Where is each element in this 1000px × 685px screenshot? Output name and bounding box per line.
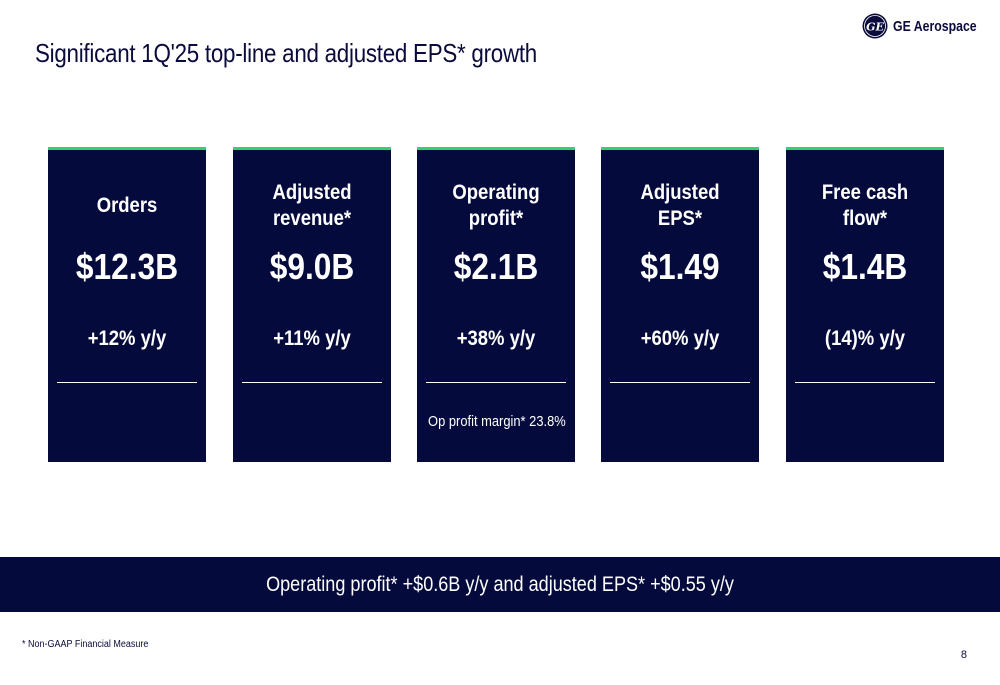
kpi-change: +60% y/y [640, 327, 720, 350]
brand-name: GE Aerospace [893, 17, 977, 35]
kpi-divider [242, 382, 382, 383]
ge-aerospace-logo: GE GE Aerospace [862, 13, 995, 39]
kpi-card-free-cash-flow: Free cash flow* $1.4B (14)% y/y [786, 147, 944, 462]
ge-monogram-icon: GE [862, 13, 888, 39]
summary-banner: Operating profit* +$0.6B y/y and adjuste… [0, 557, 1000, 612]
kpi-change: (14)% y/y [824, 327, 906, 350]
footnote: * Non-GAAP Financial Measure [22, 639, 149, 650]
kpi-divider [795, 382, 935, 383]
kpi-card-operating-profit: Operating profit* $2.1B +38% y/y Op prof… [417, 147, 575, 462]
kpi-value: $1.49 [640, 246, 720, 287]
kpi-label: Free cash flow* [821, 181, 909, 230]
kpi-value: $12.3B [75, 246, 179, 287]
kpi-divider [610, 382, 750, 383]
kpi-label: Adjusted revenue* [272, 181, 352, 230]
kpi-value: $9.0B [269, 246, 355, 287]
kpi-divider [426, 382, 566, 383]
svg-text:GE: GE [866, 21, 884, 34]
summary-banner-text: Operating profit* +$0.6B y/y and adjuste… [266, 572, 734, 596]
kpi-value: $2.1B [453, 246, 539, 287]
kpi-change: +12% y/y [87, 327, 167, 350]
kpi-change: +11% y/y [273, 327, 351, 350]
kpi-divider [57, 382, 197, 383]
page-number: 8 [960, 649, 967, 661]
kpi-label: Orders [96, 194, 158, 217]
kpi-card-adjusted-revenue: Adjusted revenue* $9.0B +11% y/y [233, 147, 391, 462]
kpi-card-adjusted-eps: Adjusted EPS* $1.49 +60% y/y [601, 147, 759, 462]
kpi-change: +38% y/y [456, 327, 536, 350]
kpi-card-orders: Orders $12.3B +12% y/y [48, 147, 206, 462]
kpi-value: $1.4B [822, 246, 908, 287]
kpi-note: Op profit margin* 23.8% [428, 413, 566, 430]
kpi-label: Operating profit* [452, 181, 540, 230]
slide-title: Significant 1Q'25 top-line and adjusted … [35, 38, 537, 68]
kpi-label: Adjusted EPS* [640, 181, 720, 230]
